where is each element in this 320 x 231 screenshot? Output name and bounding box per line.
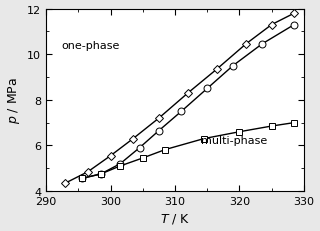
X-axis label: $T$ / K: $T$ / K <box>160 212 190 225</box>
Y-axis label: $p$ / MPa: $p$ / MPa <box>5 77 21 124</box>
Text: multi-phase: multi-phase <box>201 135 267 145</box>
Text: one-phase: one-phase <box>61 41 120 51</box>
